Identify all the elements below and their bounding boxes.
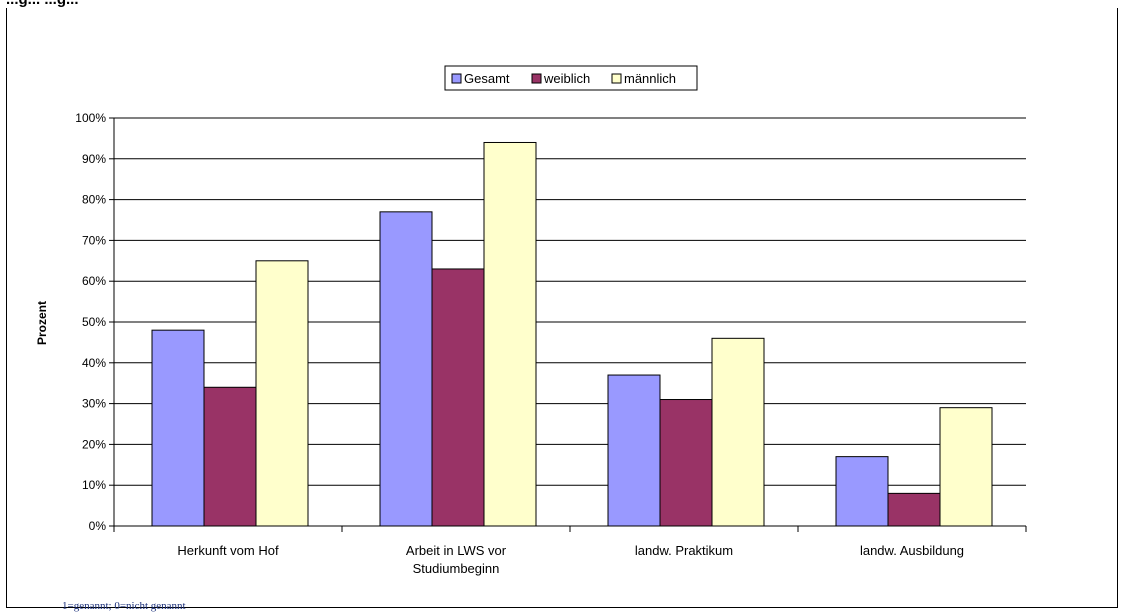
y-tick-label: 40% <box>82 356 106 370</box>
y-tick-label: 100% <box>75 111 106 125</box>
y-tick-label: 50% <box>82 315 106 329</box>
legend: Gesamt weiblich männlich <box>444 65 698 91</box>
bar-mnnlich-1 <box>483 141 537 527</box>
bar-weiblich-0 <box>203 386 257 527</box>
bar-mnnlich-0 <box>255 260 309 527</box>
header-fragment: ...g... ...g... <box>6 0 79 8</box>
bar-mnnlich-2 <box>711 337 765 527</box>
bar-gesamt-2 <box>607 374 661 527</box>
legend-label: Gesamt <box>464 71 510 86</box>
y-axis-label: Prozent <box>35 301 49 345</box>
bar-weiblich-2 <box>659 399 713 527</box>
x-axis-ticks: Herkunft vom Hof Arbeit in LWS vor Studium… <box>113 526 1027 576</box>
bar-mnnlich-3 <box>939 407 993 527</box>
bar-weiblich-1 <box>431 268 485 527</box>
legend-label: weiblich <box>543 71 590 86</box>
legend-swatch <box>611 73 622 84</box>
y-axis-ticks: 0% 10% 20% 30% 40% 50% 60% 70% 80% 90% 100% <box>75 111 114 533</box>
bar-gesamt-1 <box>379 211 433 527</box>
y-tick-label: 0% <box>89 519 107 533</box>
y-tick-label: 10% <box>82 478 106 492</box>
legend-swatch <box>531 73 542 84</box>
bars <box>151 141 993 527</box>
legend-swatch <box>451 73 462 84</box>
x-category-label: landw. Ausbildung <box>860 543 964 558</box>
y-tick-label: 20% <box>82 437 106 451</box>
y-tick-label: 60% <box>82 274 106 288</box>
y-tick-label: 90% <box>82 152 106 166</box>
legend-box <box>444 65 698 91</box>
legend-label: männlich <box>624 71 676 86</box>
x-category-label: Arbeit in LWS vor <box>406 543 507 558</box>
x-category-label: landw. Praktikum <box>635 543 733 558</box>
bar-weiblich-3 <box>887 492 941 527</box>
y-tick-label: 80% <box>82 193 106 207</box>
bar-gesamt-3 <box>835 456 889 527</box>
footnote: 1=genannt; 0=nicht genannt <box>62 600 186 612</box>
x-category-label: Herkunft vom Hof <box>177 543 279 558</box>
bar-gesamt-0 <box>151 329 205 527</box>
y-tick-label: 70% <box>82 233 106 247</box>
y-tick-label: 30% <box>82 397 106 411</box>
x-category-label: Studiumbeginn <box>413 561 500 576</box>
